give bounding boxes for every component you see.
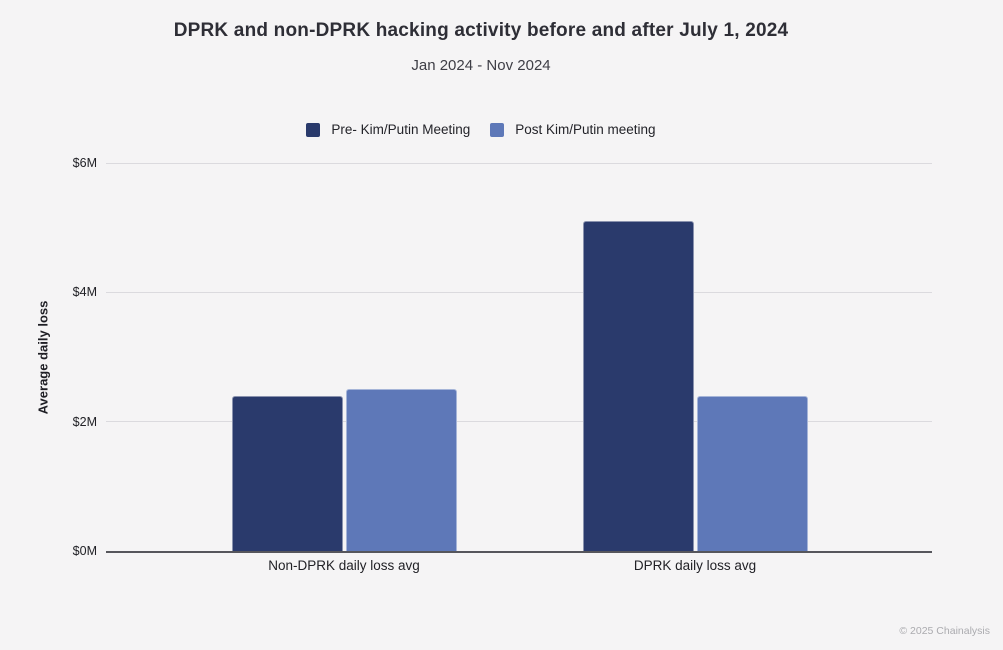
legend-swatch-pre [306,122,321,137]
x-axis-category-label: Non-DPRK daily loss avg [268,558,420,573]
bar-pre-1[interactable] [231,395,343,551]
legend-item-pre[interactable]: Pre- Kim/Putin Meeting [306,122,470,137]
legend: Pre- Kim/Putin Meeting Post Kim/Putin me… [0,122,962,137]
y-tick-label: $6M [72,156,97,170]
y-tick-label: $4M [72,285,97,300]
x-axis-category-label: DPRK daily loss avg [633,558,757,573]
chart-title: DPRK and non-DPRK hacking activity befor… [173,20,789,41]
legend-item-post[interactable]: Post Kim/Putin meeting [490,122,656,137]
legend-swatch-post [490,122,505,137]
gridline [106,162,932,164]
y-tick-label: $2M [72,414,97,429]
x-axis-line [106,551,932,553]
bar-post-2[interactable] [696,395,808,551]
legend-label-post: Post Kim/Putin meeting [515,122,656,137]
copyright: © 2025 Chainalysis [899,625,990,637]
chart-subtitle: Jan 2024 - Nov 2024 [411,57,551,74]
gridline [106,291,932,293]
legend-label-pre: Pre- Kim/Putin Meeting [331,122,471,137]
y-tick-label: $0M [72,544,97,558]
bar-post-1[interactable] [345,389,457,551]
gridline [106,421,932,423]
bar-pre-2[interactable] [582,221,694,551]
